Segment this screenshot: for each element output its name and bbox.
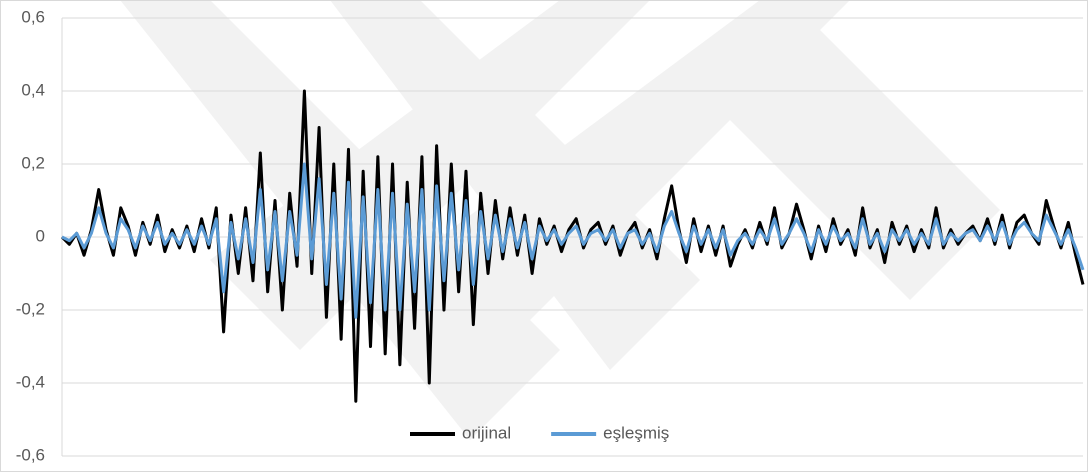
watermark-band [700,0,1000,300]
legend-label: eşleşmiş [603,423,669,442]
y-tick-label: 0,6 [21,7,45,26]
watermark [120,0,1000,440]
chart: -0,6 -0,4 -0,2 0 0,2 0,4 0,6 orijinal eşleşmiş [0,0,1089,472]
y-tick-label: -0,4 [16,372,45,391]
y-tick-label: -0,6 [16,445,45,464]
y-tick-label: 0,2 [21,153,45,172]
page: -0,6-0,4-0,200,20,40,6orijinaleşleşmiş (… [0,0,1089,472]
y-tick-label: 0,4 [21,80,45,99]
y-tick-label: -0,2 [16,299,45,318]
legend-label: orijinal [462,423,511,442]
y-tick-label: 0 [36,226,45,245]
